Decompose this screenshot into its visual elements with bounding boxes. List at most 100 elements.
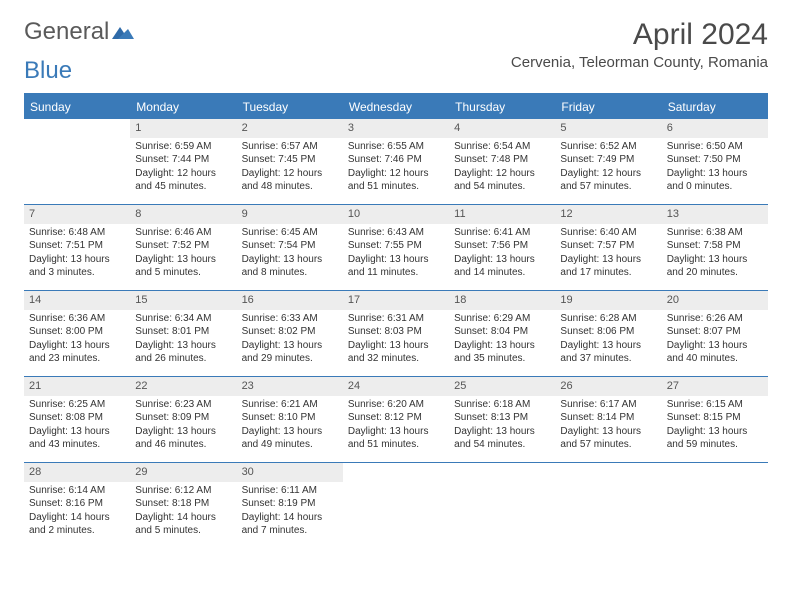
sunset-text: Sunset: 7:56 PM <box>454 239 550 253</box>
sunset-text: Sunset: 8:13 PM <box>454 411 550 425</box>
calendar-cell: 3Sunrise: 6:55 AMSunset: 7:46 PMDaylight… <box>343 119 449 205</box>
daylight-text: Daylight: 13 hours and 26 minutes. <box>135 339 231 366</box>
day-number: 9 <box>237 205 343 224</box>
calendar-cell: 17Sunrise: 6:31 AMSunset: 8:03 PMDayligh… <box>343 291 449 377</box>
daylight-text: Daylight: 13 hours and 59 minutes. <box>667 425 763 452</box>
calendar-cell: 14Sunrise: 6:36 AMSunset: 8:00 PMDayligh… <box>24 291 130 377</box>
daylight-text: Daylight: 14 hours and 7 minutes. <box>242 511 338 538</box>
calendar-cell <box>555 463 661 549</box>
day-number: 16 <box>237 291 343 310</box>
day-number: 10 <box>343 205 449 224</box>
day-number: 28 <box>24 463 130 482</box>
sunset-text: Sunset: 7:49 PM <box>560 153 656 167</box>
calendar-cell: 27Sunrise: 6:15 AMSunset: 8:15 PMDayligh… <box>662 377 768 463</box>
day-number: 17 <box>343 291 449 310</box>
sunset-text: Sunset: 8:18 PM <box>135 497 231 511</box>
daylight-text: Daylight: 13 hours and 40 minutes. <box>667 339 763 366</box>
daylight-text: Daylight: 13 hours and 51 minutes. <box>348 425 444 452</box>
logo-word1: General <box>24 18 109 46</box>
sunrise-text: Sunrise: 6:17 AM <box>560 398 656 412</box>
sunrise-text: Sunrise: 6:14 AM <box>29 484 125 498</box>
daylight-text: Daylight: 12 hours and 51 minutes. <box>348 167 444 194</box>
daylight-text: Daylight: 13 hours and 5 minutes. <box>135 253 231 280</box>
sunrise-text: Sunrise: 6:29 AM <box>454 312 550 326</box>
sunset-text: Sunset: 7:54 PM <box>242 239 338 253</box>
day-number: 22 <box>130 377 236 396</box>
day-number: 27 <box>662 377 768 396</box>
day-number: 6 <box>662 119 768 138</box>
sunset-text: Sunset: 8:03 PM <box>348 325 444 339</box>
logo-word2: Blue <box>24 57 72 84</box>
weekday-header: Thursday <box>449 95 555 119</box>
calendar-cell: 18 Sunrise: 6:29 AMSunset: 8:04 PMDayligh… <box>449 291 555 377</box>
sunrise-text: Sunrise: 6:21 AM <box>242 398 338 412</box>
calendar-cell: 10Sunrise: 6:43 AMSunset: 7:55 PMDayligh… <box>343 205 449 291</box>
sunrise-text: Sunrise: 6:40 AM <box>560 226 656 240</box>
day-number: 4 <box>449 119 555 138</box>
day-number: 23 <box>237 377 343 396</box>
sunrise-text: Sunrise: 6:23 AM <box>135 398 231 412</box>
logo-icon <box>112 22 134 50</box>
day-number: 24 <box>343 377 449 396</box>
daylight-text: Daylight: 13 hours and 46 minutes. <box>135 425 231 452</box>
sunset-text: Sunset: 8:00 PM <box>29 325 125 339</box>
sunset-text: Sunset: 8:16 PM <box>29 497 125 511</box>
daylight-text: Daylight: 13 hours and 35 minutes. <box>454 339 550 366</box>
sunset-text: Sunset: 7:46 PM <box>348 153 444 167</box>
calendar-cell: 26 Sunrise: 6:17 AMSunset: 8:14 PMDayligh… <box>555 377 661 463</box>
day-number: 26 <box>555 377 661 396</box>
sunset-text: Sunset: 8:04 PM <box>454 325 550 339</box>
calendar-cell <box>662 463 768 549</box>
sunset-text: Sunset: 7:50 PM <box>667 153 763 167</box>
day-number: 21 <box>24 377 130 396</box>
calendar-cell: 7Sunrise: 6:48 AMSunset: 7:51 PMDaylight… <box>24 205 130 291</box>
sunset-text: Sunset: 7:55 PM <box>348 239 444 253</box>
day-number: 7 <box>24 205 130 224</box>
calendar-cell: 25Sunrise: 6:18 AMSunset: 8:13 PMDayligh… <box>449 377 555 463</box>
sunset-text: Sunset: 7:44 PM <box>135 153 231 167</box>
daylight-text: Daylight: 13 hours and 57 minutes. <box>560 425 656 452</box>
day-number: 1 <box>130 119 236 138</box>
sunset-text: Sunset: 8:01 PM <box>135 325 231 339</box>
day-number: 8 <box>130 205 236 224</box>
calendar-cell: 2Sunrise: 6:57 AMSunset: 7:45 PMDaylight… <box>237 119 343 205</box>
sunset-text: Sunset: 7:48 PM <box>454 153 550 167</box>
sunrise-text: Sunrise: 6:43 AM <box>348 226 444 240</box>
sunset-text: Sunset: 8:14 PM <box>560 411 656 425</box>
calendar-cell: 1Sunrise: 6:59 AMSunset: 7:44 PMDaylight… <box>130 119 236 205</box>
sunset-text: Sunset: 7:52 PM <box>135 239 231 253</box>
day-number: 12 <box>555 205 661 224</box>
sunrise-text: Sunrise: 6:11 AM <box>242 484 338 498</box>
daylight-text: Daylight: 13 hours and 54 minutes. <box>454 425 550 452</box>
calendar-cell: 16Sunrise: 6:33 AMSunset: 8:02 PMDayligh… <box>237 291 343 377</box>
daylight-text: Daylight: 12 hours and 57 minutes. <box>560 167 656 194</box>
sunset-text: Sunset: 8:08 PM <box>29 411 125 425</box>
calendar-cell: 8 Sunrise: 6:46 AMSunset: 7:52 PMDaylight… <box>130 205 236 291</box>
weekday-header: Monday <box>130 95 236 119</box>
daylight-text: Daylight: 13 hours and 0 minutes. <box>667 167 763 194</box>
calendar-cell: 23Sunrise: 6:21 AMSunset: 8:10 PMDayligh… <box>237 377 343 463</box>
calendar-cell: 5 Sunrise: 6:52 AMSunset: 7:49 PMDaylight… <box>555 119 661 205</box>
sunset-text: Sunset: 7:58 PM <box>667 239 763 253</box>
sunset-text: Sunset: 8:07 PM <box>667 325 763 339</box>
calendar-cell: 30Sunrise: 6:11 AMSunset: 8:19 PMDayligh… <box>237 463 343 549</box>
sunrise-text: Sunrise: 6:46 AM <box>135 226 231 240</box>
calendar-cell: 4Sunrise: 6:54 AMSunset: 7:48 PMDaylight… <box>449 119 555 205</box>
day-number: 25 <box>449 377 555 396</box>
day-number: 18 <box>449 291 555 310</box>
weekday-header: Wednesday <box>343 95 449 119</box>
daylight-text: Daylight: 12 hours and 54 minutes. <box>454 167 550 194</box>
sunrise-text: Sunrise: 6:26 AM <box>667 312 763 326</box>
day-number: 5 <box>555 119 661 138</box>
daylight-text: Daylight: 12 hours and 48 minutes. <box>242 167 338 194</box>
calendar-cell <box>449 463 555 549</box>
day-number: 3 <box>343 119 449 138</box>
calendar-cell: 20Sunrise: 6:26 AMSunset: 8:07 PMDayligh… <box>662 291 768 377</box>
sunset-text: Sunset: 8:09 PM <box>135 411 231 425</box>
calendar-cell: 11Sunrise: 6:41 AMSunset: 7:56 PMDayligh… <box>449 205 555 291</box>
sunrise-text: Sunrise: 6:25 AM <box>29 398 125 412</box>
sunrise-text: Sunrise: 6:52 AM <box>560 140 656 154</box>
sunset-text: Sunset: 8:06 PM <box>560 325 656 339</box>
sunrise-text: Sunrise: 6:45 AM <box>242 226 338 240</box>
daylight-text: Daylight: 13 hours and 14 minutes. <box>454 253 550 280</box>
